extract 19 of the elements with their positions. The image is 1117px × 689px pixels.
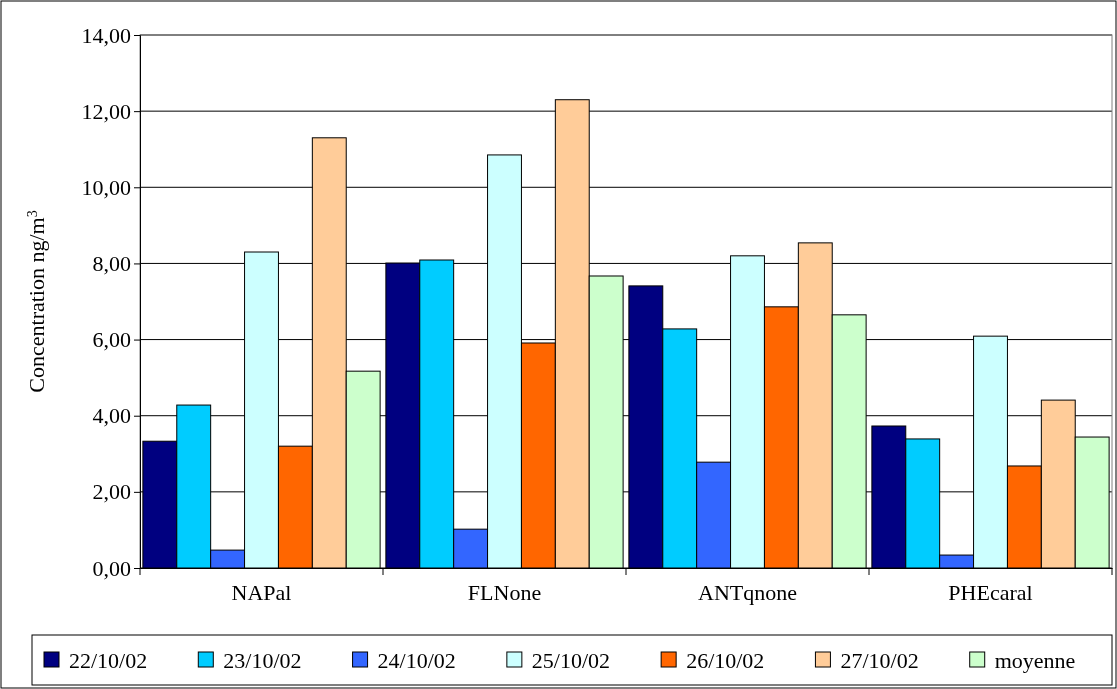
legend-label: 26/10/02 bbox=[686, 648, 765, 673]
legend-label: moyenne bbox=[994, 648, 1076, 673]
x-tick-label: PHEcaral bbox=[948, 579, 1033, 605]
legend-label: 25/10/02 bbox=[531, 648, 611, 673]
x-tick-label: NAPal bbox=[231, 579, 292, 605]
y-tick-label: 10,00 bbox=[81, 174, 131, 200]
y-tick-label: 12,00 bbox=[81, 98, 131, 124]
x-tick-label: FLNone bbox=[467, 579, 542, 605]
legend-label: 24/10/02 bbox=[377, 648, 456, 673]
legend-label: 23/10/02 bbox=[223, 648, 302, 673]
x-tick-label: ANTqnone bbox=[698, 579, 797, 605]
y-tick-label: 14,00 bbox=[81, 22, 131, 48]
y-tick-label: 0,00 bbox=[92, 555, 131, 581]
y-tick-label: 6,00 bbox=[92, 327, 131, 353]
legend-label: 22/10/02 bbox=[69, 648, 148, 673]
legend-label: 27/10/02 bbox=[840, 648, 919, 673]
y-tick-label: 8,00 bbox=[92, 250, 131, 276]
y-tick-label: 4,00 bbox=[92, 403, 131, 429]
y-tick-label: 2,00 bbox=[92, 479, 131, 505]
